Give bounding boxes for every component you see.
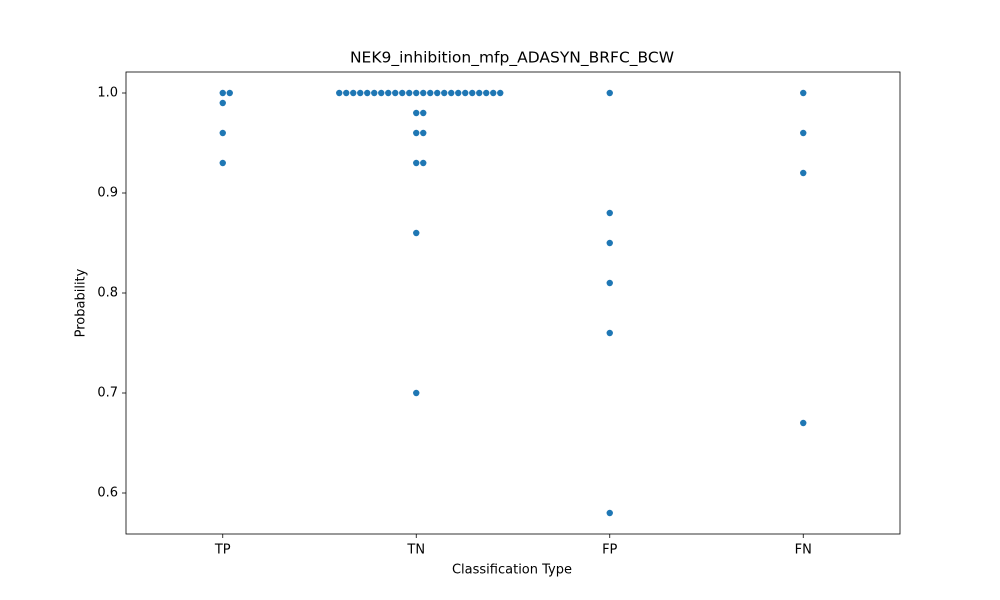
point [483, 89, 490, 97]
point [420, 159, 427, 167]
point [469, 89, 476, 97]
point [413, 229, 420, 237]
y-tick-label: 0.6 [97, 486, 118, 501]
x-axis-label: Classification Type [452, 563, 572, 578]
point [606, 239, 613, 247]
plot-frame [125, 71, 901, 535]
point [497, 89, 504, 97]
point [226, 89, 233, 97]
point [413, 89, 420, 97]
x-tick-label: TP [214, 543, 231, 558]
point [606, 329, 613, 337]
point [448, 89, 455, 97]
x-tick-label: TN [406, 543, 425, 558]
point [350, 89, 357, 97]
point [427, 89, 434, 97]
point [357, 89, 364, 97]
point [462, 89, 469, 97]
y-tick-label: 0.9 [97, 186, 118, 201]
point [490, 89, 497, 97]
point [413, 389, 420, 397]
point [385, 89, 392, 97]
point [219, 159, 226, 167]
point [364, 89, 371, 97]
point [800, 169, 807, 177]
y-axis-label: Probability [74, 268, 89, 337]
point [420, 129, 427, 137]
point [476, 89, 483, 97]
y-tick-label: 1.0 [97, 86, 118, 101]
point [371, 89, 378, 97]
point [455, 89, 462, 97]
x-tick-label: FN [795, 543, 812, 558]
y-tick-label: 0.8 [97, 286, 118, 301]
point [606, 509, 613, 517]
point [420, 109, 427, 117]
point [606, 279, 613, 287]
point [606, 89, 613, 97]
point [413, 129, 420, 137]
chart-title: NEK9_inhibition_mfp_ADASYN_BRFC_BCW [350, 49, 674, 68]
point [378, 89, 385, 97]
point [399, 89, 406, 97]
point [800, 129, 807, 137]
point [441, 89, 448, 97]
point [336, 89, 343, 97]
point [392, 89, 399, 97]
point [606, 209, 613, 217]
point [219, 89, 226, 97]
point [413, 159, 420, 167]
point [219, 129, 226, 137]
point [800, 419, 807, 427]
y-tick-label: 0.7 [97, 386, 118, 401]
point [406, 89, 413, 97]
point [434, 89, 441, 97]
x-tick-label: FP [602, 543, 617, 558]
point [413, 109, 420, 117]
point [219, 99, 226, 107]
point [420, 89, 427, 97]
point [343, 89, 350, 97]
point [800, 89, 807, 97]
